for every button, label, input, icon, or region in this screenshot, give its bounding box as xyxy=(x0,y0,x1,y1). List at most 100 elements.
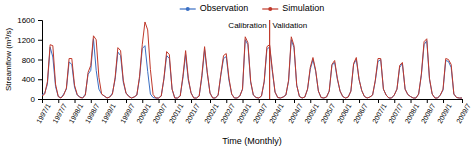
x-tick-label: 1997/1 xyxy=(35,102,52,124)
x-tick-label: 2000/7 xyxy=(152,102,169,124)
x-tick-label: 2006/1 xyxy=(336,102,353,124)
y-tick: 400 xyxy=(22,75,42,84)
y-tick-mark xyxy=(38,60,42,61)
y-tick: 1600 xyxy=(17,16,42,25)
x-tick-label: 1999/7 xyxy=(119,102,136,124)
x-tick: 2004/7 xyxy=(287,99,304,125)
y-tick-label: 400 xyxy=(22,75,36,84)
y-tick-label: 1200 xyxy=(17,36,35,45)
x-tick-mark xyxy=(91,99,92,103)
x-tick: 2007/1 xyxy=(371,99,388,125)
x-tick: 2002/7 xyxy=(219,99,236,125)
y-tick: 1200 xyxy=(17,36,42,45)
x-tick-mark xyxy=(427,99,428,103)
x-tick: 1998/1 xyxy=(68,99,85,125)
x-tick-label: 2008/7 xyxy=(420,102,437,124)
x-tick-mark xyxy=(411,99,412,103)
x-tick-label: 2003/7 xyxy=(252,102,269,124)
annotation: Calibration xyxy=(228,21,266,30)
x-tick-label: 2009/7 xyxy=(455,102,472,124)
x-tick-label: 2009/1 xyxy=(436,102,453,124)
x-tick-mark xyxy=(443,99,444,103)
x-tick-label: 2004/7 xyxy=(287,102,304,124)
x-tick: 2002/1 xyxy=(203,99,220,125)
x-tick-label: 2000/1 xyxy=(135,102,152,124)
x-tick-label: 1999/1 xyxy=(100,102,117,124)
y-tick-mark xyxy=(38,40,42,41)
legend-label: Simulation xyxy=(282,3,324,13)
legend: Observation Simulation xyxy=(180,3,325,13)
x-tick-mark xyxy=(226,99,227,103)
x-tick-mark xyxy=(359,99,360,103)
x-tick: 2003/1 xyxy=(236,99,253,125)
x-tick: 2001/7 xyxy=(184,99,201,125)
y-tick-label: 1600 xyxy=(17,16,35,25)
x-tick-mark xyxy=(191,99,192,103)
x-tick-mark xyxy=(210,99,211,103)
x-tick: 2007/7 xyxy=(387,99,404,125)
legend-label: Observation xyxy=(200,3,249,13)
x-tick-label: 2003/1 xyxy=(236,102,253,124)
chart-svg: 0400800120016001997/11997/71998/11998/71… xyxy=(0,0,474,147)
x-tick: 1997/1 xyxy=(35,99,52,125)
y-axis: 0 400 800 1200 1600 xyxy=(17,16,42,104)
series-line xyxy=(42,22,462,98)
x-tick-mark xyxy=(343,99,344,103)
x-tick-mark xyxy=(275,99,276,103)
x-axis: 1997/11997/71998/11998/71999/11999/72000… xyxy=(35,99,472,125)
x-axis-line xyxy=(43,100,463,104)
x-tick: 1999/1 xyxy=(100,99,117,125)
x-tick: 2003/7 xyxy=(252,99,269,125)
x-tick-mark xyxy=(327,99,328,103)
x-tick: 2005/1 xyxy=(303,99,320,125)
x-tick-mark xyxy=(126,99,127,103)
x-tick-mark xyxy=(394,99,395,103)
y-tick: 0 xyxy=(31,95,42,104)
x-tick-label: 1998/7 xyxy=(84,102,101,124)
x-tick: 2000/7 xyxy=(152,99,169,125)
y-axis-line xyxy=(38,21,43,100)
x-tick-label: 2006/7 xyxy=(352,102,369,124)
x-tick-label: 2007/1 xyxy=(371,102,388,124)
x-tick: 1999/7 xyxy=(119,99,136,125)
x-tick-label: 2007/7 xyxy=(387,102,404,124)
x-axis-title: Time (Monthly) xyxy=(222,136,282,146)
x-tick-mark xyxy=(378,99,379,103)
y-tick-mark xyxy=(38,99,42,100)
x-tick-label: 2001/7 xyxy=(184,102,201,124)
x-tick-label: 2001/1 xyxy=(168,102,185,124)
x-tick-mark xyxy=(259,99,260,103)
x-tick: 1998/7 xyxy=(84,99,101,125)
annotation: Validation xyxy=(273,21,308,30)
x-tick-label: 2002/7 xyxy=(219,102,236,124)
x-tick-mark xyxy=(462,99,463,103)
chart-container: 0400800120016001997/11997/71998/11998/71… xyxy=(0,0,474,147)
x-tick-mark xyxy=(310,99,311,103)
x-tick-label: 1998/1 xyxy=(68,102,85,124)
x-tick-mark xyxy=(243,99,244,103)
x-tick-mark xyxy=(42,99,43,103)
legend-item: Observation xyxy=(180,3,249,13)
x-tick: 2008/7 xyxy=(420,99,437,125)
y-tick: 800 xyxy=(22,56,42,65)
x-tick-mark xyxy=(294,99,295,103)
plot-area: 0400800120016001997/11997/71998/11998/71… xyxy=(17,16,472,124)
legend-item: Simulation xyxy=(262,3,324,13)
legend-marker xyxy=(186,7,190,11)
calibration-line xyxy=(269,20,270,99)
x-tick-mark xyxy=(175,99,176,103)
x-tick-label: 1997/7 xyxy=(51,102,68,124)
x-tick: 2006/7 xyxy=(352,99,369,125)
x-tick: 2000/1 xyxy=(135,99,152,125)
x-tick-label: 2004/1 xyxy=(268,102,285,124)
y-axis-title: Streamflow (m³/s) xyxy=(4,28,13,91)
x-tick: 2009/1 xyxy=(436,99,453,125)
x-tick: 1997/7 xyxy=(51,99,68,125)
y-tick-label: 0 xyxy=(31,95,36,104)
x-tick-mark xyxy=(58,99,59,103)
x-tick: 2009/7 xyxy=(455,99,472,125)
x-tick-label: 2005/1 xyxy=(303,102,320,124)
data-layer xyxy=(42,20,462,99)
legend-marker xyxy=(268,7,272,11)
x-tick-mark xyxy=(75,99,76,103)
